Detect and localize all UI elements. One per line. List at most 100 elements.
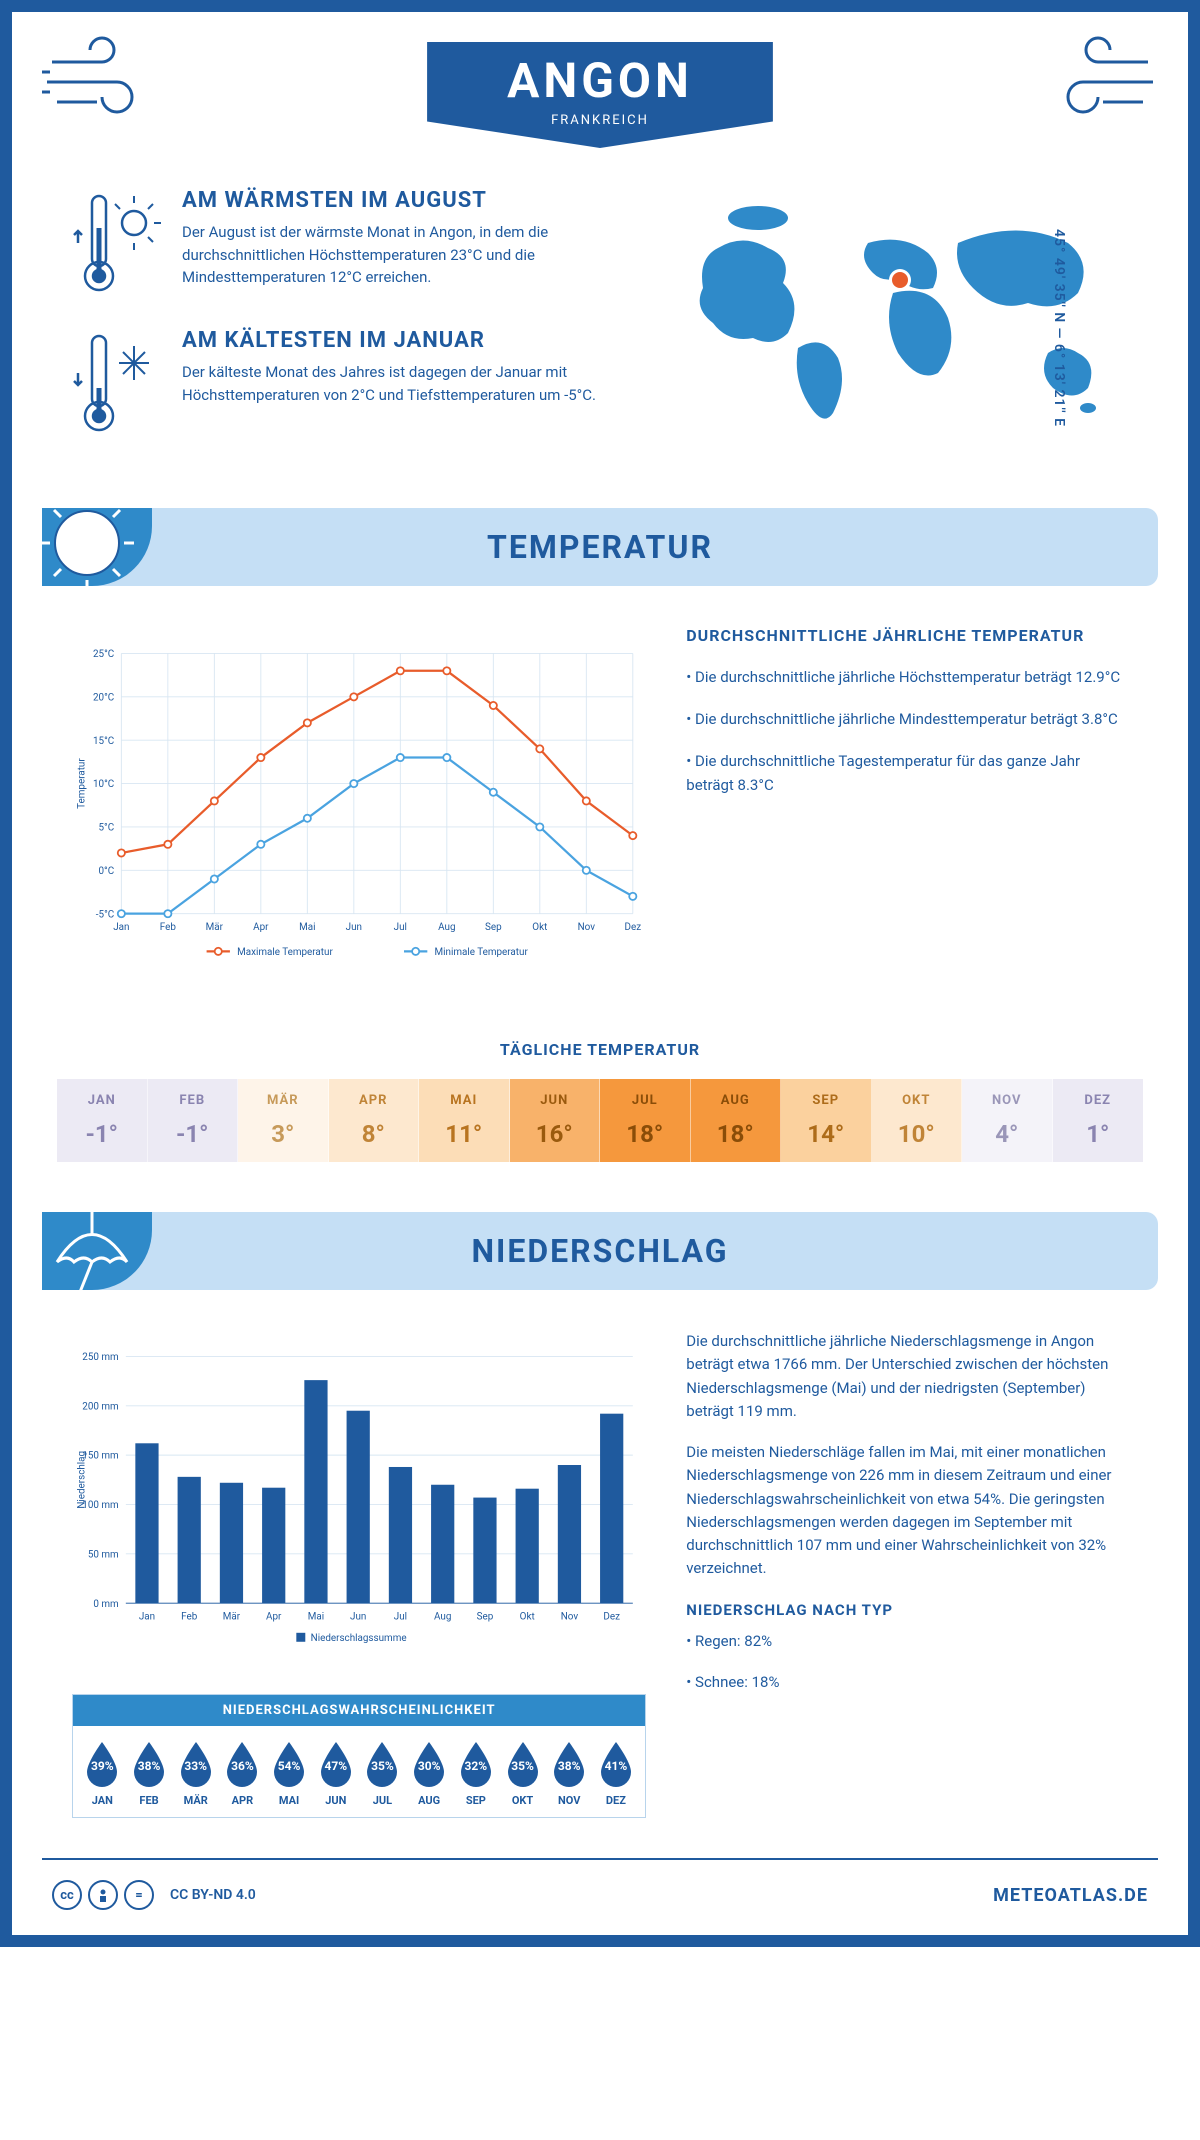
coldest-text: Der kälteste Monat des Jahres ist dagege…	[182, 361, 602, 406]
temp-bullet: • Die durchschnittliche Tagestemperatur …	[686, 749, 1128, 797]
daily-cell: DEZ1°	[1053, 1079, 1144, 1162]
svg-text:Mär: Mär	[223, 1611, 241, 1622]
temperature-chart: -5°C 0°C 5°C 10°C 15°C 20°C 25°C Temperatur Jan F…	[72, 626, 646, 990]
site-name: METEOATLAS.DE	[993, 1885, 1148, 1906]
svg-text:10°C: 10°C	[93, 779, 114, 790]
world-map: 45° 49' 35'' N — 6° 13' 21'' E	[668, 188, 1128, 468]
nd-icon: =	[124, 1880, 154, 1910]
svg-text:250 mm: 250 mm	[82, 1352, 118, 1363]
svg-text:Nov: Nov	[578, 922, 596, 933]
coordinates: 45° 49' 35'' N — 6° 13' 21'' E	[1051, 229, 1067, 427]
precip-para: Die meisten Niederschläge fallen im Mai,…	[686, 1441, 1128, 1581]
thermometer-sun-icon	[72, 188, 162, 298]
precipitation-chart: 0 mm50 mm100 mm150 mm200 mm250 mmNieders…	[72, 1330, 646, 1670]
svg-text:Feb: Feb	[160, 922, 177, 933]
svg-text:25°C: 25°C	[93, 649, 114, 660]
svg-text:200 mm: 200 mm	[82, 1401, 118, 1412]
svg-text:Niederschlagssumme: Niederschlagssumme	[311, 1633, 407, 1644]
daily-cell: JAN-1°	[57, 1079, 148, 1162]
precipitation-banner: NIEDERSCHLAG	[42, 1212, 1158, 1290]
country-subtitle: FRANKREICH	[507, 113, 693, 128]
svg-text:Mai: Mai	[299, 922, 315, 933]
header: ANGON FRANKREICH	[12, 12, 1188, 168]
daily-cell: JUN16°	[510, 1079, 601, 1162]
info-section: AM WÄRMSTEN IM AUGUST Der August ist der…	[12, 168, 1188, 508]
daily-cell: APR8°	[329, 1079, 420, 1162]
license-text: CC BY-ND 4.0	[170, 1887, 256, 1903]
probability-cell: 35%JUL	[359, 1740, 406, 1807]
svg-text:Okt: Okt	[532, 922, 547, 933]
probability-cell: 47%JUN	[312, 1740, 359, 1807]
daily-cell: MÄR3°	[238, 1079, 329, 1162]
temperature-title: TEMPERATUR	[42, 528, 1158, 566]
daily-cell: OKT10°	[872, 1079, 963, 1162]
coldest-block: AM KÄLTESTEN IM JANUAR Der kälteste Mona…	[72, 328, 628, 438]
probability-title: NIEDERSCHLAGSWAHRSCHEINLICHKEIT	[73, 1695, 645, 1726]
svg-text:Apr: Apr	[266, 1611, 282, 1622]
probability-cell: 30%AUG	[406, 1740, 453, 1807]
license-icons: cc = CC BY-ND 4.0	[52, 1880, 256, 1910]
svg-text:Nov: Nov	[561, 1611, 579, 1622]
svg-text:Mär: Mär	[206, 922, 224, 933]
probability-cell: 38%NOV	[546, 1740, 593, 1807]
warmest-text: Der August ist der wärmste Monat in Ango…	[182, 221, 602, 289]
title-banner: ANGON FRANKREICH	[427, 42, 773, 148]
probability-cell: 36%APR	[219, 1740, 266, 1807]
svg-text:20°C: 20°C	[93, 692, 114, 703]
svg-text:Jun: Jun	[346, 922, 362, 933]
svg-text:-5°C: -5°C	[96, 909, 114, 920]
sun-icon	[32, 488, 152, 608]
temp-text-title: DURCHSCHNITTLICHE JÄHRLICHE TEMPERATUR	[686, 626, 1128, 645]
wind-icon	[1038, 32, 1158, 132]
svg-text:Feb: Feb	[181, 1611, 198, 1622]
probability-cell: 41%DEZ	[593, 1740, 640, 1807]
warmest-title: AM WÄRMSTEN IM AUGUST	[182, 188, 602, 213]
wind-icon	[42, 32, 162, 132]
probability-cell: 39%JAN	[79, 1740, 126, 1807]
svg-text:100 mm: 100 mm	[82, 1500, 118, 1511]
precip-type-title: NIEDERSCHLAG NACH TYP	[686, 1599, 1128, 1622]
probability-cell: 32%SEP	[453, 1740, 500, 1807]
probability-cell: 35%OKT	[499, 1740, 546, 1807]
svg-text:150 mm: 150 mm	[82, 1451, 118, 1462]
coldest-title: AM KÄLTESTEN IM JANUAR	[182, 328, 602, 353]
daily-title: TÄGLICHE TEMPERATUR	[12, 1040, 1188, 1059]
svg-text:15°C: 15°C	[93, 736, 114, 747]
daily-cell: FEB-1°	[148, 1079, 239, 1162]
svg-text:Jul: Jul	[394, 922, 407, 933]
temp-bullet: • Die durchschnittliche jährliche Höchst…	[686, 665, 1128, 689]
cc-icon: cc	[52, 1880, 82, 1910]
svg-text:Niederschlag: Niederschlag	[77, 1451, 88, 1509]
precip-type: • Regen: 82%	[686, 1630, 1128, 1653]
svg-text:Jun: Jun	[350, 1611, 366, 1622]
daily-cell: SEP14°	[781, 1079, 872, 1162]
svg-text:Minimale Temperatur: Minimale Temperatur	[435, 947, 529, 958]
svg-text:0 mm: 0 mm	[93, 1599, 118, 1610]
svg-text:Temperatur: Temperatur	[77, 758, 88, 809]
svg-text:Aug: Aug	[438, 922, 455, 933]
precip-para: Die durchschnittliche jährliche Niedersc…	[686, 1330, 1128, 1423]
svg-text:Mai: Mai	[308, 1611, 324, 1622]
temp-bullet: • Die durchschnittliche jährliche Mindes…	[686, 707, 1128, 731]
svg-text:Sep: Sep	[485, 922, 502, 933]
svg-text:Dez: Dez	[603, 1611, 620, 1622]
precip-type: • Schnee: 18%	[686, 1671, 1128, 1694]
precipitation-title: NIEDERSCHLAG	[42, 1232, 1158, 1270]
svg-text:Jan: Jan	[139, 1611, 155, 1622]
svg-text:5°C: 5°C	[99, 823, 115, 834]
thermometer-snow-icon	[72, 328, 162, 438]
daily-cell: MAI11°	[419, 1079, 510, 1162]
umbrella-icon	[32, 1192, 152, 1312]
svg-text:Okt: Okt	[520, 1611, 535, 1622]
svg-text:Apr: Apr	[253, 922, 269, 933]
daily-temp-grid: JAN-1°FEB-1°MÄR3°APR8°MAI11°JUN16°JUL18°…	[57, 1079, 1143, 1162]
svg-text:0°C: 0°C	[99, 866, 115, 877]
temperature-banner: TEMPERATUR	[42, 508, 1158, 586]
city-title: ANGON	[507, 52, 693, 109]
daily-cell: JUL18°	[600, 1079, 691, 1162]
svg-text:Jan: Jan	[113, 922, 129, 933]
warmest-block: AM WÄRMSTEN IM AUGUST Der August ist der…	[72, 188, 628, 298]
probability-cell: 54%MAI	[266, 1740, 313, 1807]
svg-text:Sep: Sep	[477, 1611, 494, 1622]
svg-text:Dez: Dez	[625, 922, 642, 933]
